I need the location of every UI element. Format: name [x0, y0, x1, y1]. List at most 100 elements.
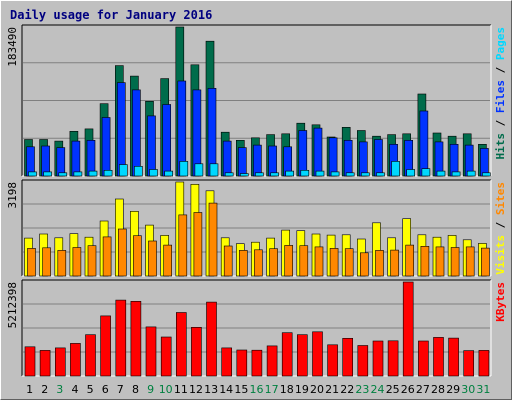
bar-kbytes-day-1	[24, 346, 36, 377]
y-max-label: 183490	[6, 27, 19, 67]
legend-pages: Pages	[494, 27, 507, 60]
x-tick-label: 23	[355, 383, 369, 396]
bar-pages-day-8	[134, 166, 143, 177]
x-tick-label: 15	[234, 383, 248, 396]
legend-separator: /	[494, 60, 507, 80]
bar-files-day-13	[207, 88, 217, 177]
bar-sites-day-26	[405, 244, 415, 277]
bar-kbytes-day-15	[236, 349, 248, 377]
x-tick-label: 9	[147, 383, 154, 396]
bar-sites-day-17	[269, 248, 278, 277]
bar-sites-day-11	[178, 214, 188, 277]
bar-pages-day-30	[466, 170, 476, 177]
bar-kbytes-day-21	[327, 344, 338, 377]
bar-sites-day-31	[481, 247, 490, 277]
x-tick-label: 29	[446, 383, 460, 396]
bar-kbytes-day-23	[357, 345, 369, 377]
bar-pages-day-18	[285, 170, 295, 177]
panel-legend: Hits / Files / Pages	[494, 27, 507, 160]
x-tick-label: 24	[371, 383, 385, 396]
bar-kbytes-day-6	[100, 315, 111, 377]
bar-pages-day-31	[482, 172, 491, 177]
bar-pages-day-7	[119, 164, 128, 177]
legend-separator: /	[494, 215, 507, 235]
bar-pages-day-19	[300, 170, 310, 177]
bar-sites-day-1	[27, 248, 36, 277]
bar-sites-day-21	[329, 248, 339, 277]
bar-sites-day-6	[102, 236, 112, 277]
panel-legend: Visits / Sites	[494, 182, 507, 275]
legend-files: Files	[494, 80, 507, 113]
bar-files-day-2	[41, 145, 50, 177]
bar-sites-day-14	[223, 245, 233, 277]
x-tick-label: 26	[401, 383, 415, 396]
bar-kbytes-day-2	[39, 350, 51, 377]
bar-sites-day-10	[163, 244, 172, 277]
bar-kbytes-day-19	[296, 334, 308, 377]
x-tick-label: 11	[174, 383, 188, 396]
bar-files-day-19	[298, 130, 308, 177]
x-tick-label: 14	[219, 383, 233, 396]
bar-pages-day-12	[194, 163, 204, 177]
x-tick-label: 25	[386, 383, 400, 396]
x-tick-label: 13	[204, 383, 218, 396]
legend-hits: Hits	[494, 133, 507, 160]
bar-files-day-15	[238, 147, 247, 177]
bar-files-day-27	[419, 110, 429, 177]
bar-pages-day-16	[255, 172, 264, 177]
bar-kbytes-day-9	[145, 326, 157, 377]
bar-pages-day-23	[360, 172, 370, 177]
x-tick-label: 6	[102, 383, 109, 396]
x-tick-label: 7	[117, 383, 124, 396]
x-tick-label: 2	[41, 383, 48, 396]
bar-sites-day-13	[208, 202, 218, 277]
bar-kbytes-day-22	[342, 337, 354, 377]
bar-kbytes-day-20	[312, 331, 323, 377]
bar-sites-day-20	[314, 246, 324, 277]
x-tick-label: 8	[132, 383, 139, 396]
bar-pages-day-10	[164, 170, 173, 177]
bar-files-day-8	[132, 89, 141, 177]
legend-visits: Visits	[494, 235, 507, 275]
bar-kbytes-day-8	[130, 300, 142, 377]
bar-files-day-24	[374, 139, 383, 177]
bar-sites-day-29	[450, 247, 460, 277]
bar-files-day-12	[192, 89, 202, 177]
x-tick-label: 28	[431, 383, 445, 396]
bar-sites-day-22	[344, 248, 354, 277]
bar-sites-day-9	[148, 240, 157, 277]
bar-sites-day-27	[420, 246, 430, 277]
bar-files-day-7	[117, 82, 126, 177]
bar-kbytes-day-12	[191, 326, 202, 377]
x-tick-label: 1	[26, 383, 33, 396]
bar-kbytes-day-30	[463, 350, 475, 377]
bar-kbytes-day-29	[448, 337, 459, 377]
bar-sites-day-18	[284, 245, 294, 277]
bar-sites-day-19	[299, 245, 309, 277]
x-tick-label: 3	[56, 383, 63, 396]
bar-kbytes-day-25	[387, 340, 399, 377]
bar-pages-day-5	[88, 170, 98, 177]
bar-sites-day-24	[375, 250, 384, 277]
bar-pages-day-17	[270, 172, 279, 177]
x-tick-label: 31	[476, 383, 490, 396]
bar-sites-day-2	[42, 247, 51, 277]
bar-sites-day-16	[254, 249, 263, 277]
bar-sites-day-5	[87, 245, 97, 277]
bar-kbytes-day-5	[85, 334, 96, 377]
bar-pages-day-22	[345, 172, 355, 177]
x-tick-label: 22	[340, 383, 354, 396]
bar-kbytes-day-14	[221, 347, 232, 377]
x-tick-label: 18	[280, 383, 294, 396]
bar-pages-day-14	[224, 172, 234, 177]
bar-pages-day-11	[179, 161, 189, 177]
bar-kbytes-day-10	[160, 336, 172, 377]
bar-sites-day-8	[133, 235, 142, 277]
bar-kbytes-day-27	[418, 340, 429, 377]
panel-legend: KBytes	[494, 282, 507, 322]
bar-pages-day-4	[73, 171, 83, 177]
bar-pages-day-24	[376, 172, 385, 177]
bar-kbytes-day-3	[54, 347, 66, 377]
bar-pages-day-13	[209, 163, 219, 177]
bar-kbytes-day-28	[433, 337, 444, 377]
